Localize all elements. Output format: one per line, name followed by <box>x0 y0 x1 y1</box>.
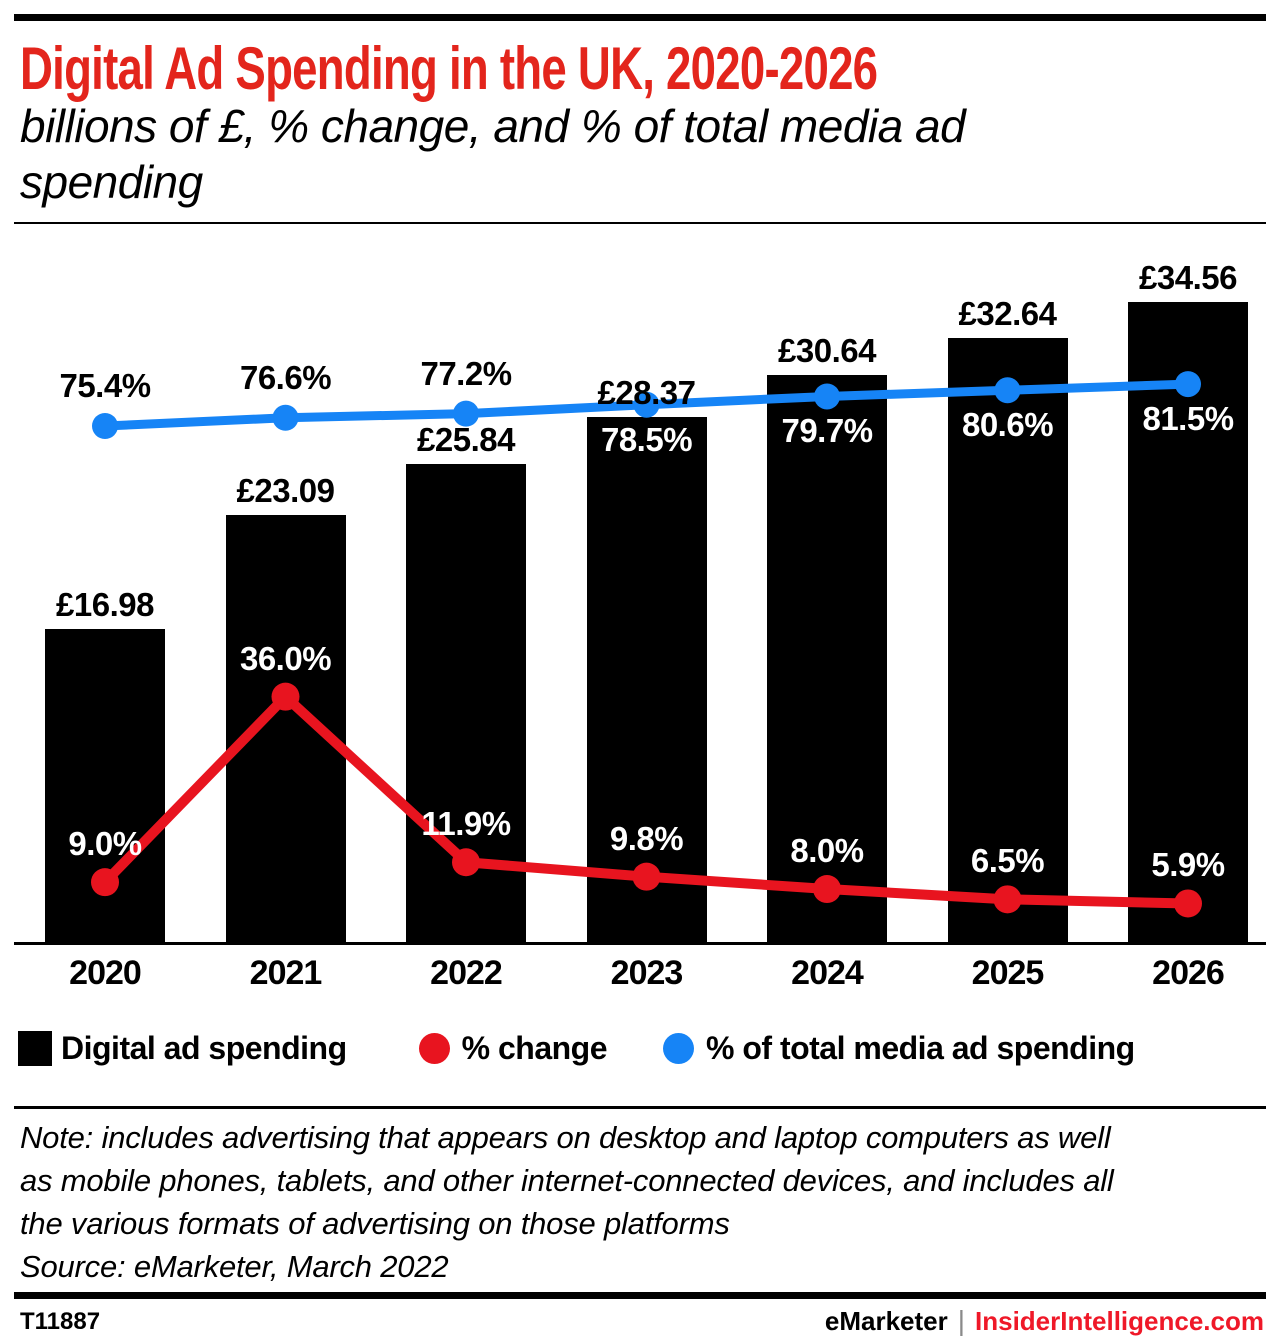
chart-id: T11887 <box>20 1308 101 1335</box>
bar-value-label-2026: £34.56 <box>1139 259 1237 297</box>
legend-red-dot-swatch <box>418 1033 450 1064</box>
x-axis-label-2026: 2026 <box>1152 954 1225 992</box>
legend-item-pct-of-total: % of total media ad spending <box>663 1030 1135 1067</box>
note-line: the various formats of advertising on th… <box>20 1206 730 1242</box>
pct-of-total-label-2023: 78.5% <box>600 420 693 458</box>
legend-label: % of total media ad spending <box>706 1030 1135 1066</box>
pct-change-label-2021: 36.0% <box>239 639 332 677</box>
pct-of-total-label-2021: 76.6% <box>239 358 332 396</box>
legend-label: % change <box>461 1030 608 1066</box>
pct-of-total-label-2022: 77.2% <box>420 354 512 392</box>
pct-change-label-2024: 8.0% <box>790 832 864 870</box>
pct-change-point-2024 <box>813 875 841 904</box>
chart-subtitle: billions of £, % change, and % of total … <box>20 100 966 209</box>
footer-rule <box>14 1292 1266 1299</box>
legend-blue-dot-swatch <box>663 1033 694 1064</box>
pct-change-label-2022: 11.9% <box>421 805 511 843</box>
footer-branding: eMarketer | InsiderIntelligence.com <box>825 1305 1264 1337</box>
pct-change-point-2022 <box>452 848 480 877</box>
legend-square-swatch <box>18 1031 52 1066</box>
pct-change-point-2023 <box>632 862 661 891</box>
bar-value-label-2024: £30.64 <box>778 331 876 369</box>
pct-change-point-2025 <box>993 885 1022 914</box>
note-divider <box>14 1106 1266 1109</box>
pct-change-point-2021 <box>271 682 300 711</box>
chart-title: Digital Ad Spending in the UK, 2020-2026 <box>20 35 878 102</box>
pct-of-total-media-point-2024 <box>814 383 840 410</box>
pct-of-total-media-point-2022 <box>453 400 479 427</box>
bar-value-label-2020: £16.98 <box>56 585 154 623</box>
bar-2026 <box>1128 302 1248 944</box>
note-line: Note: includes advertising that appears … <box>20 1120 1111 1155</box>
pct-of-total-label-2025: 80.6% <box>961 406 1054 444</box>
insider-intelligence-link[interactable]: InsiderIntelligence.com <box>975 1305 1264 1336</box>
source-line: Source: eMarketer, March 2022 <box>20 1249 449 1285</box>
x-axis-label-2021: 2021 <box>249 954 323 992</box>
footer-separator: | <box>957 1305 966 1336</box>
pct-of-total-label-2020: 75.4% <box>59 367 151 404</box>
note-block: Note: includes advertising that appears … <box>20 1116 1270 1288</box>
pct-change-point-2020 <box>91 868 119 897</box>
x-axis-label-2025: 2025 <box>971 954 1045 992</box>
pct-change-label-2025: 6.5% <box>970 842 1045 880</box>
pct-of-total-label-2026: 81.5% <box>1142 400 1234 438</box>
pct-of-total-media-point-2021 <box>272 404 299 431</box>
bar-2023 <box>586 417 707 944</box>
pct-of-total-media-point-2023 <box>633 391 660 418</box>
brand-emarketer: eMarketer <box>824 1305 948 1336</box>
note-line: as mobile phones, tablets, and other int… <box>20 1163 1114 1199</box>
pct-change-point-2026 <box>1174 889 1202 918</box>
lines-layer <box>91 371 1202 918</box>
x-axis-label-2020: 2020 <box>69 954 142 992</box>
bar-value-label-2023: £28.37 <box>597 374 696 412</box>
pct-of-total-media-point-2025 <box>994 377 1021 404</box>
pct-of-total-label-2024: 79.7% <box>781 412 873 450</box>
legend: Digital ad spending % change % of total … <box>18 1030 1135 1067</box>
pct-of-total-media-point-2026 <box>1175 371 1201 398</box>
x-axis-label-2024: 2024 <box>791 954 864 992</box>
pct-change-label-2026: 5.9% <box>1151 846 1225 884</box>
bar-value-label-2025: £32.64 <box>958 294 1057 332</box>
pct-change-label-2020: 9.0% <box>68 825 142 863</box>
legend-item-digital-ad-spending: Digital ad spending <box>18 1030 347 1067</box>
x-axis-label-2022: 2022 <box>430 954 503 992</box>
bar-2025 <box>947 337 1068 944</box>
pct-change-label-2023: 9.8% <box>609 819 684 857</box>
chart-plot-area: £16.98 2020 £23.09 2021 £25.84 2022 £28.37 2023… <box>0 230 1280 1010</box>
bar-2024 <box>767 374 887 944</box>
top-rule <box>14 14 1266 21</box>
bar-value-label-2021: £23.09 <box>236 472 335 510</box>
header-divider <box>14 222 1266 224</box>
bar-value-label-2022: £25.84 <box>417 421 515 459</box>
x-axis-label-2023: 2023 <box>610 954 684 992</box>
pct-of-total-media-point-2020 <box>92 413 118 440</box>
legend-item-pct-change: % change <box>418 1030 608 1067</box>
legend-label: Digital ad spending <box>61 1030 347 1066</box>
